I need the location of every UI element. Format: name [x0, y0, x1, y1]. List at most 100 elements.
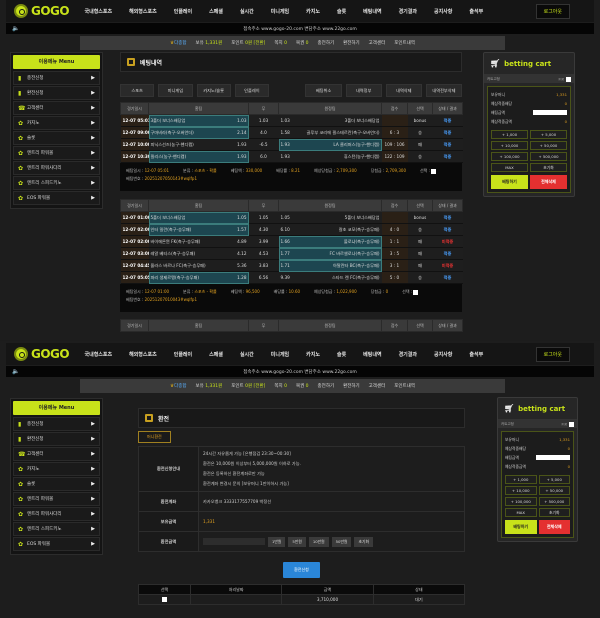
menu-item[interactable]: ✿ 엔트리 스피드키노 ▶ [13, 176, 100, 190]
amount-button[interactable]: + 50,000 [530, 141, 567, 150]
home-team-cell[interactable]: 3폴더 보너스배당업 1.03 [148, 114, 249, 127]
draw-odds[interactable]: 4.30 [248, 223, 279, 236]
home-team-cell[interactable]: 피닉스선즈(농구-핸디캡) 1.93 [148, 138, 249, 151]
draw-odds[interactable]: 6.0 [248, 150, 279, 163]
place-bet-button[interactable]: 배팅하기 [505, 520, 537, 534]
amount-button[interactable]: 1만원 [268, 536, 286, 547]
nav-item[interactable]: 실시간 [239, 351, 254, 358]
exchange-submit-button[interactable]: 환전신청 [283, 562, 320, 578]
home-team-cell[interactable]: 레알 베티스(축구-승무패) 4.12 [148, 247, 249, 260]
away-team-cell[interactable]: 1.77 FC 바르셀로나(축구-승무패) [278, 247, 382, 260]
userbar-link[interactable]: 환전하기 [343, 41, 360, 46]
select-checkbox[interactable]: 선택 : [402, 289, 419, 295]
amount-button[interactable]: + 50,000 [538, 486, 570, 495]
nav-item[interactable]: 카지노 [306, 351, 320, 358]
menu-item[interactable]: ✿ 슬롯 ▶ [13, 477, 100, 491]
userbar-link[interactable]: 포인트내역 [394, 384, 415, 389]
row-checkbox[interactable] [162, 596, 167, 602]
draw-odds[interactable]: 3.83 [248, 259, 279, 272]
draw-odds[interactable]: 4.53 [248, 247, 279, 260]
tab[interactable]: 스포츠 [120, 84, 155, 97]
nav-item[interactable]: 국내형스포츠 [84, 8, 113, 15]
nav-item[interactable]: 출석부 [469, 8, 484, 15]
menu-item[interactable]: ✿ 엔트리 파워볼 ▶ [13, 146, 100, 160]
select-checkbox[interactable]: 선택 : [420, 168, 437, 174]
userbar-coupon[interactable]: 복권 0 [296, 383, 309, 389]
amount-button[interactable]: + 5,000 [538, 475, 570, 484]
amount-button[interactable]: + 10,000 [505, 486, 537, 495]
tab[interactable]: 카지노/슬롯 [196, 84, 231, 97]
amount-button[interactable]: 초기화 [354, 536, 373, 547]
home-team-cell[interactable]: 5폴더 보너스배당업 1.05 [148, 211, 249, 224]
draw-odds[interactable]: 3.99 [248, 235, 279, 248]
amount-button[interactable]: + 500,000 [538, 497, 570, 506]
userbar-balance[interactable]: 보유 1,331원 [196, 383, 223, 389]
cart-fix-checkbox[interactable] [569, 421, 574, 427]
menu-item[interactable]: ✿ 엔트리 스피드키노 ▶ [13, 522, 100, 536]
menu-item[interactable]: ✿ 카지노 ▶ [13, 462, 100, 476]
menu-item[interactable]: ▮ 환전신청 ▶ [13, 432, 100, 446]
home-team-cell[interactable]: 인터 밀란(축구-승무패) 1.57 [148, 223, 249, 236]
amount-button[interactable]: MAX [505, 508, 537, 517]
place-bet-button[interactable]: 배팅하기 [491, 175, 528, 189]
nav-item[interactable]: 해외형스포츠 [129, 8, 157, 15]
menu-item[interactable]: ☎ 고객센터 ▶ [13, 447, 100, 461]
logout-button[interactable]: 로그아웃 [535, 3, 570, 19]
draw-odds[interactable]: 4.0 [248, 126, 279, 139]
away-team-cell[interactable]: 9.39 스타드 렌 FC(축구-승무패) [278, 271, 382, 284]
away-team-cell[interactable]: 1.03 3폴더 보너스배당업 [278, 114, 382, 127]
userbar-link[interactable]: 고객센터 [368, 41, 386, 46]
tab[interactable]: 미니게임 [158, 84, 193, 97]
away-team-cell[interactable]: 6.10 칼초 코모(축구-승무패) [278, 223, 382, 236]
nav-item[interactable]: 경기결과 [398, 351, 417, 358]
nav-item[interactable]: 베팅내역 [363, 351, 382, 358]
cart-fix-toggle[interactable]: FIX [562, 421, 574, 427]
menu-item[interactable]: ✿ 엔트리 파워볼 ▶ [13, 492, 100, 506]
nav-item[interactable]: 카지노 [306, 8, 320, 15]
nav-item[interactable]: 슬롯 [336, 8, 347, 15]
away-team-cell[interactable]: 1.93 휴스턴(농구-핸디캡) [278, 150, 382, 163]
nav-item[interactable]: 슬롯 [336, 351, 347, 358]
draw-odds[interactable]: 6.56 [248, 271, 279, 284]
menu-item[interactable]: ▮ 충전신청 ▶ [13, 71, 100, 85]
nav-item[interactable]: 베팅내역 [363, 8, 382, 15]
menu-item[interactable]: ✿ EOS 파워볼 ▶ [13, 191, 100, 205]
menu-item[interactable]: ✿ 엔트리 파워사다리 ▶ [13, 507, 100, 521]
draw-odds[interactable]: -6.5 [248, 138, 279, 151]
menu-item[interactable]: ✿ 슬롯 ▶ [13, 131, 100, 145]
nav-item[interactable]: 인플레이 [173, 351, 193, 358]
home-team-cell[interactable]: 구마비라(축구-오버언더) 2.14 [148, 126, 249, 139]
amount-button[interactable]: + 500,000 [530, 152, 567, 161]
amount-button[interactable]: 10만원 [308, 536, 329, 547]
cart-fix-checkbox[interactable] [566, 76, 571, 82]
userbar-link[interactable]: 충전하기 [317, 41, 335, 46]
userbar-coupon[interactable]: 복권 0 [296, 40, 309, 46]
menu-item[interactable]: ▮ 환전신청 ▶ [13, 86, 100, 100]
nav-item[interactable]: 국내형스포츠 [84, 351, 113, 358]
amount-button[interactable]: + 100,000 [505, 497, 537, 506]
nav-item[interactable]: 미니게임 [270, 8, 290, 15]
nav-item[interactable]: 실시간 [239, 8, 254, 15]
action-tab[interactable]: 내역정부 [345, 84, 382, 97]
action-tab[interactable]: 내역전부삭제 [425, 84, 463, 97]
nav-item[interactable]: 미니게임 [270, 351, 290, 358]
exchange-amount-input[interactable] [203, 538, 265, 545]
logo[interactable]: GOGO [14, 347, 76, 361]
draw-odds[interactable]: 1.05 [248, 211, 279, 224]
menu-item[interactable]: ✿ EOS 파워볼 ▶ [13, 537, 100, 551]
userbar-link[interactable]: 고객센터 [368, 384, 386, 389]
nav-item[interactable]: 해외형스포츠 [129, 351, 157, 358]
menu-item[interactable]: ☎ 고객센터 ▶ [13, 101, 100, 115]
userbar-point[interactable]: 포인트 0원 [전환] [231, 383, 265, 389]
bet-amount-input[interactable] [533, 110, 567, 115]
userbar-point[interactable]: 포인트 0원 [전환] [231, 40, 265, 46]
amount-button[interactable]: 초기화 [538, 508, 570, 517]
checkbox[interactable] [413, 289, 419, 295]
home-team-cell[interactable]: 필리스(농구-핸디캡) 1.93 [148, 150, 249, 163]
userbar-note[interactable]: 쪽지 0 [274, 383, 287, 389]
menu-item[interactable]: ✿ 엔트리 파워사다리 ▶ [13, 161, 100, 175]
amount-button[interactable]: + 1,000 [491, 130, 528, 139]
userbar-link[interactable]: 충전하기 [317, 384, 335, 389]
amount-button[interactable]: + 100,000 [491, 152, 528, 161]
checkbox[interactable] [431, 168, 437, 174]
